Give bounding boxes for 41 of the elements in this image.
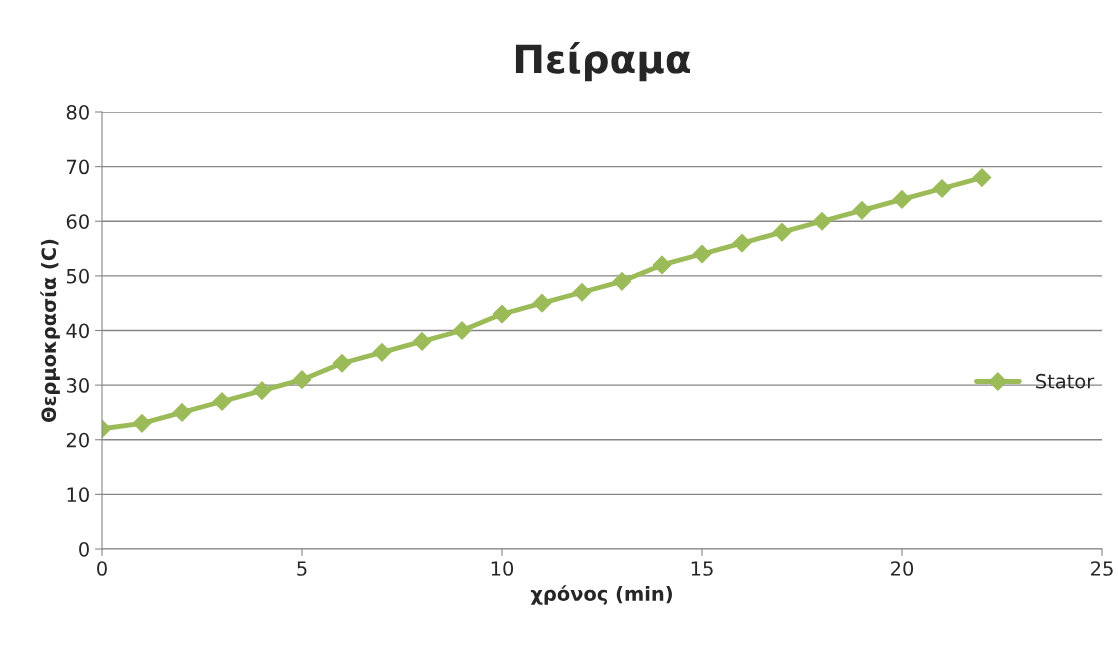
x-axis-title: χρόνος (min) (530, 585, 672, 605)
point (572, 282, 592, 302)
point (132, 414, 152, 433)
y-axis-title: Θερμοκρασία (C) (40, 239, 60, 422)
point (812, 211, 832, 231)
x-tick-label: 0 (97, 561, 107, 576)
x-tick-label: 25 (1091, 561, 1113, 576)
x-tick-label: 5 (297, 561, 307, 576)
point (972, 168, 992, 187)
point (652, 255, 672, 275)
point (292, 370, 312, 390)
point (332, 353, 352, 373)
y-tick-label: 80 (66, 104, 89, 120)
point (492, 304, 512, 324)
y-tick-label: 50 (66, 268, 89, 284)
x-tick-label: 15 (691, 561, 713, 576)
legend-label: Stator (1036, 373, 1095, 389)
x-tick-label: 10 (491, 561, 514, 576)
y-tick-label: 0 (79, 541, 89, 557)
point (172, 403, 192, 422)
y-tick-label: 40 (66, 323, 89, 339)
point (932, 179, 952, 198)
point (892, 190, 912, 209)
point (772, 222, 792, 242)
point (612, 271, 632, 291)
y-tick-label: 60 (66, 214, 89, 229)
point (252, 381, 272, 400)
point (412, 332, 432, 351)
point (692, 244, 712, 264)
point (852, 200, 872, 220)
point (212, 392, 232, 411)
y-tick-label: 10 (67, 487, 89, 503)
x-tick-label: 20 (891, 561, 914, 576)
y-tick-label: 70 (67, 159, 89, 175)
chart-title: Πείραμα (515, 42, 690, 82)
y-tick-label: 30 (66, 378, 89, 393)
point (532, 293, 552, 313)
point (372, 342, 392, 362)
point (452, 321, 472, 340)
y-tick-label: 20 (66, 432, 89, 448)
point (732, 233, 752, 253)
